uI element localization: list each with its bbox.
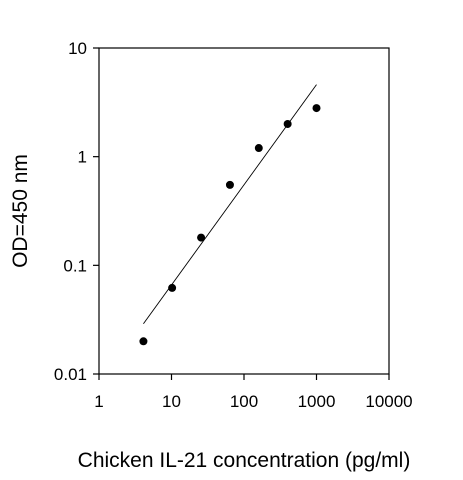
x-tick-label: 1000 [298, 392, 336, 411]
y-tick-label: 0.1 [63, 256, 87, 275]
x-tick-label: 10 [162, 392, 181, 411]
data-point [168, 283, 177, 292]
data-points [139, 104, 321, 346]
x-tick-label: 1 [94, 392, 103, 411]
x-tick-label: 100 [230, 392, 258, 411]
y-axis-title: OD=450 nm [9, 154, 32, 268]
data-point [254, 144, 263, 153]
y-tick-label: 1 [78, 148, 87, 167]
plot-frame [98, 47, 390, 375]
data-point [197, 233, 206, 242]
data-point [283, 119, 292, 128]
y-tick-label: 0.01 [54, 365, 87, 384]
data-point [225, 180, 234, 189]
data-point [312, 104, 321, 113]
x-tick-label: 10000 [365, 392, 412, 411]
axis-ticks: 1 10 100 1000 10000 0.01 0.1 1 10 [54, 39, 413, 411]
y-tick-label: 10 [68, 39, 87, 58]
x-axis-title: Chicken IL-21 concentration (pg/ml) [78, 449, 411, 472]
data-point [139, 337, 148, 346]
